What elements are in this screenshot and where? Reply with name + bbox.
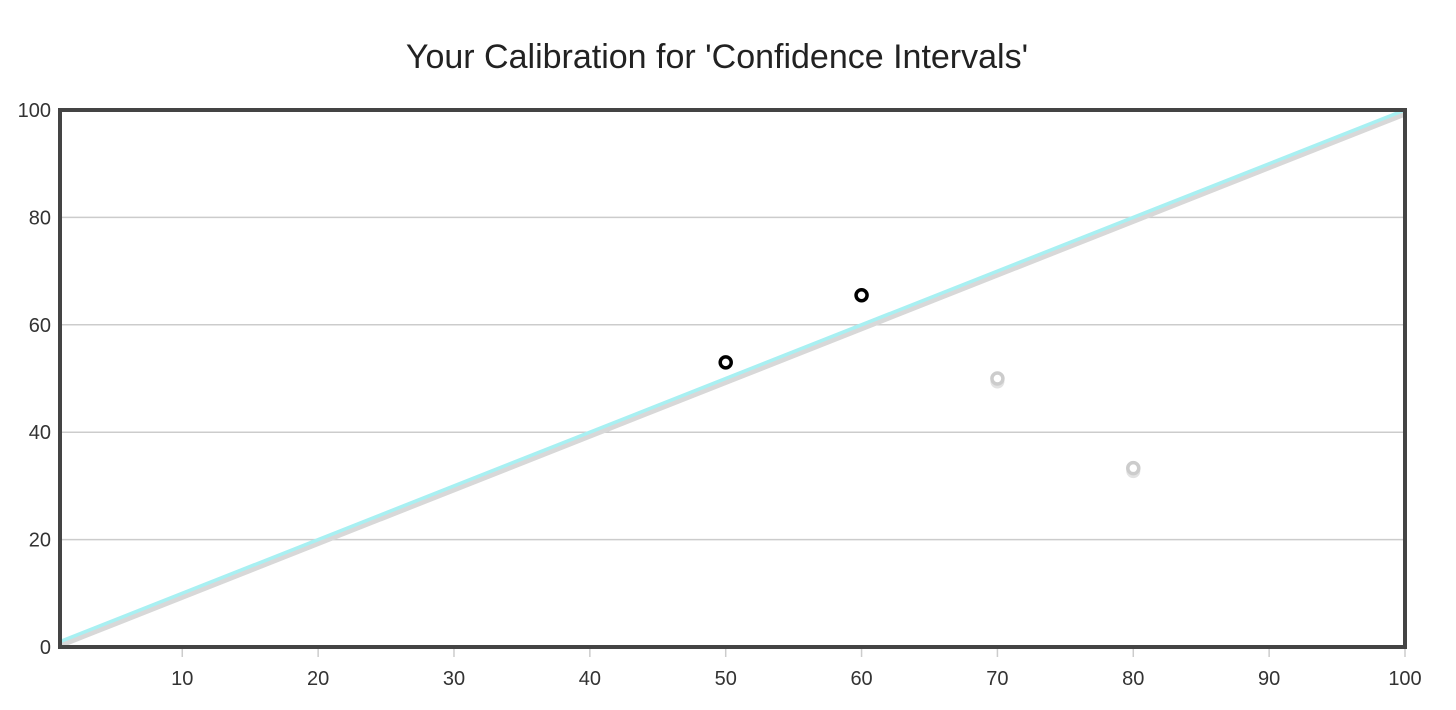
x-tick-label: 100 [1388,668,1421,690]
y-tick-label: 100 [18,100,51,122]
data-point [1126,460,1141,476]
x-tick-label: 70 [986,668,1008,690]
y-axis: 0 20 40 60 80 100 [18,100,51,659]
x-tick-label: 80 [1122,668,1144,690]
x-tick-label: 60 [850,668,872,690]
y-tick-label: 60 [29,315,51,337]
x-tick-label: 40 [579,668,601,690]
x-tick-label: 90 [1258,668,1280,690]
y-tick-label: 80 [29,207,51,229]
x-tick-label: 20 [307,668,329,690]
y-tick-label: 40 [29,422,51,444]
y-tick-label: 0 [40,637,51,659]
x-tick-label: 50 [715,668,737,690]
x-tick-label: 10 [171,668,193,690]
data-point [990,371,1005,386]
reference-line [59,108,1406,644]
data-point [854,288,869,303]
x-tick-label: 30 [443,668,465,690]
reference-line-shadow [59,111,1406,648]
data-point [718,355,733,370]
y-tick-label: 20 [29,530,51,552]
calibration-reference [59,108,1406,648]
plot-frame [58,108,1407,649]
chart-title: Your Calibration for 'Confidence Interva… [405,38,1029,76]
data-points [718,288,1141,479]
grid-lines [60,216,1405,541]
x-axis: 10 20 30 40 50 60 70 80 90 100 [171,649,1422,690]
